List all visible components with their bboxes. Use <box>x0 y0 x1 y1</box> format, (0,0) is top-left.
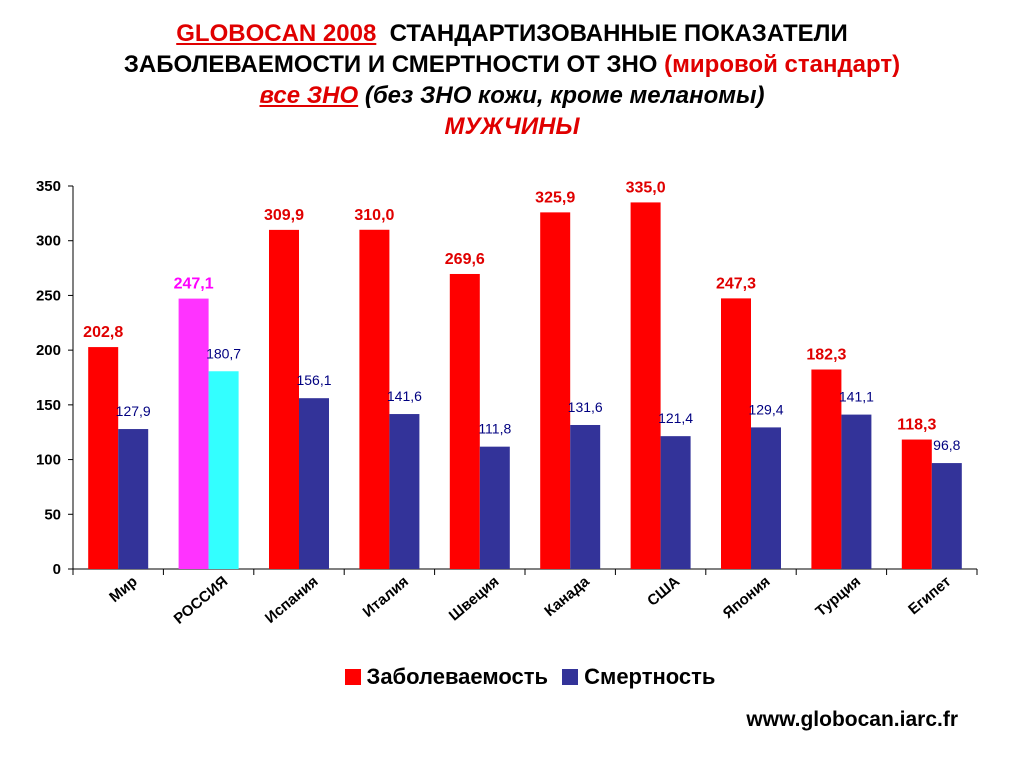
bar-mortality <box>479 446 510 569</box>
bar-mortality <box>299 398 329 569</box>
chart-title: GLOBOCAN 2008 СТАНДАРТИЗОВАННЫЕ ПОКАЗАТЕ… <box>0 18 1024 142</box>
x-tick-label: Италия <box>360 573 412 621</box>
x-tick-label: Мир <box>106 573 141 606</box>
bar-incidence <box>88 347 119 569</box>
bar-incidence <box>178 298 209 569</box>
legend-label-incidence: Заболеваемость <box>366 664 549 689</box>
x-tick-label: РОССИЯ <box>171 573 231 628</box>
title-men: МУЖЧИНЫ <box>444 113 580 140</box>
data-label-incidence: 269,6 <box>445 251 485 268</box>
title-incidence-mortality: ЗАБОЛЕВАЕМОСТИ И СМЕРТНОСТИ ОТ ЗНО <box>123 51 658 78</box>
bar-mortality <box>751 427 781 569</box>
bar-incidence <box>449 273 480 569</box>
bar-mortality <box>931 463 962 569</box>
legend-swatch-mortality <box>562 669 579 685</box>
data-label-incidence: 335,0 <box>626 179 666 196</box>
title-exclusion: (без ЗНО кожи, кроме меланомы) <box>364 82 765 109</box>
x-tick-label: США <box>644 573 683 610</box>
y-tick-label: 50 <box>44 506 61 523</box>
bar-mortality <box>841 414 872 569</box>
title-world-standard: (мировой стандарт) <box>664 51 901 78</box>
bar-incidence <box>359 229 390 569</box>
data-label-mortality: 111,8 <box>478 421 511 437</box>
bar-mortality <box>389 414 420 569</box>
x-tick-label: Испания <box>262 573 322 627</box>
bar-incidence <box>540 212 571 569</box>
title-globocan: GLOBOCAN 2008 <box>176 20 377 47</box>
bar-mortality <box>660 436 691 569</box>
legend-label-mortality: Смертность <box>584 664 716 689</box>
data-label-incidence: 325,9 <box>535 189 575 206</box>
legend-swatch-incidence <box>344 669 361 685</box>
y-tick-label: 300 <box>36 233 61 250</box>
data-label-mortality: 96,8 <box>933 437 960 453</box>
x-tick-label: Канада <box>541 573 593 620</box>
bar-incidence <box>269 229 299 569</box>
x-tick-label: Швеция <box>446 573 503 624</box>
title-line-4: МУЖЧИНЫ <box>0 111 1024 142</box>
x-tick-label: Египет <box>905 573 954 618</box>
source-url: www.globocan.iarc.fr <box>746 708 958 731</box>
bar-mortality <box>570 424 601 569</box>
data-label-mortality: 121,4 <box>658 410 693 426</box>
data-label-mortality: 180,7 <box>206 345 241 361</box>
bar-incidence <box>721 298 751 569</box>
y-tick-label: 200 <box>36 342 61 359</box>
bar-mortality <box>118 429 149 569</box>
bar-mortality <box>208 371 239 569</box>
bar-incidence <box>630 202 661 569</box>
legend-item-incidence: Заболеваемость <box>344 664 549 689</box>
data-label-incidence: 118,3 <box>897 417 936 434</box>
title-line-3: все ЗНО (без ЗНО кожи, кроме меланомы) <box>0 80 1024 111</box>
y-tick-label: 0 <box>53 561 61 578</box>
data-label-mortality: 127,9 <box>116 403 151 419</box>
data-label-mortality: 141,6 <box>387 388 422 404</box>
data-label-incidence: 182,3 <box>806 347 846 364</box>
title-line-2: ЗАБОЛЕВАЕМОСТИ И СМЕРТНОСТИ ОТ ЗНО (миро… <box>0 49 1024 80</box>
bar-incidence <box>901 439 932 569</box>
bar-incidence <box>811 369 842 569</box>
legend: Заболеваемость Смертность <box>0 664 1024 690</box>
data-label-mortality: 129,4 <box>748 401 783 417</box>
data-label-incidence: 309,9 <box>264 207 304 224</box>
y-tick-label: 150 <box>36 397 61 414</box>
data-label-incidence: 247,1 <box>174 276 214 293</box>
legend-item-mortality: Смертность <box>562 664 715 689</box>
data-label-incidence: 202,8 <box>83 324 123 341</box>
data-label-incidence: 247,3 <box>716 275 756 292</box>
title-line-1: GLOBOCAN 2008 СТАНДАРТИЗОВАННЫЕ ПОКАЗАТЕ… <box>0 18 1024 49</box>
data-label-mortality: 156,1 <box>296 372 331 388</box>
data-label-mortality: 141,1 <box>839 389 874 405</box>
title-standardized: СТАНДАРТИЗОВАННЫЕ ПОКАЗАТЕЛИ <box>389 20 848 47</box>
y-tick-label: 350 <box>36 178 61 195</box>
title-all-cancers: все ЗНО <box>259 82 359 109</box>
y-tick-label: 250 <box>36 287 61 304</box>
y-tick-label: 100 <box>36 452 61 469</box>
data-label-incidence: 310,0 <box>354 207 394 224</box>
x-tick-label: Япония <box>720 573 774 622</box>
data-label-mortality: 131,6 <box>568 399 603 415</box>
x-tick-label: Турция <box>812 573 864 620</box>
